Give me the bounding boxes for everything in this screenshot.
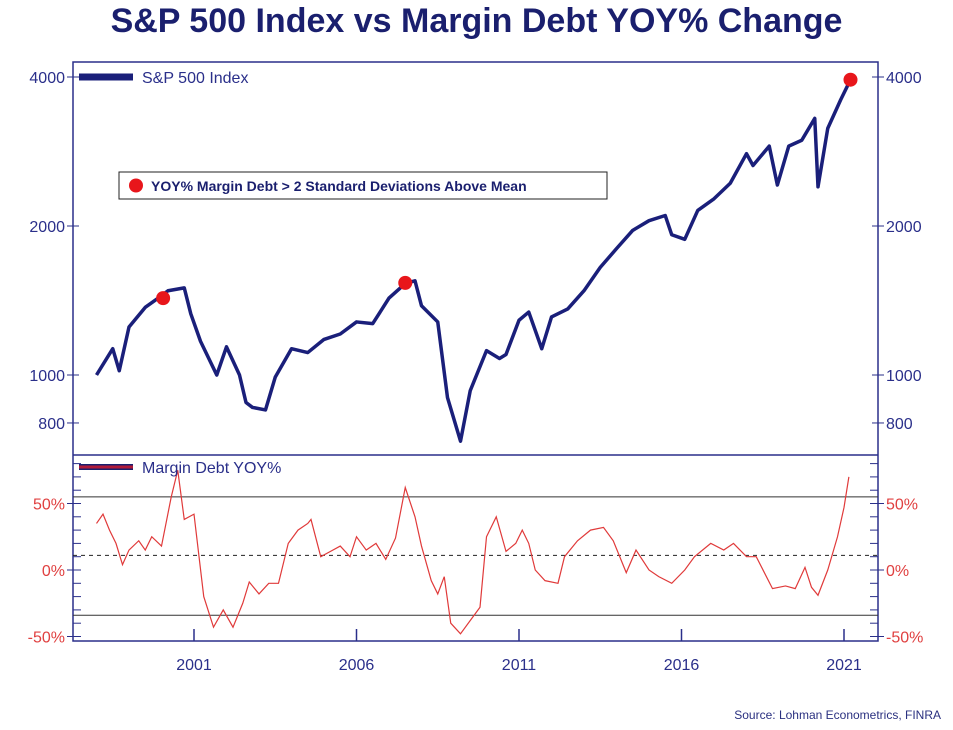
- y-tick-label-left: 4000: [29, 70, 65, 87]
- y-tick-label-right: 50%: [886, 497, 918, 514]
- x-tick-label: 2011: [502, 657, 537, 674]
- y-tick-label-right: -50%: [886, 630, 923, 647]
- signal-marker: [156, 291, 171, 306]
- y-tick-label-left: 1000: [29, 368, 65, 385]
- marker-legend-dot: [129, 178, 143, 193]
- signal-marker: [398, 275, 413, 290]
- legend-label-sp500: S&P 500 Index: [142, 70, 248, 87]
- x-tick-label: 2016: [664, 657, 700, 674]
- y-tick-label-left: 50%: [33, 497, 65, 514]
- y-tick-label-left: 2000: [29, 219, 65, 236]
- y-tick-label-right: 2000: [886, 219, 922, 236]
- sp500-line: [95, 78, 853, 443]
- y-tick-label-left: 800: [38, 416, 65, 433]
- y-tick-label-right: 4000: [886, 70, 922, 87]
- chart-title: S&P 500 Index vs Margin Debt YOY% Change: [110, 2, 843, 40]
- x-tick-label: 2001: [176, 657, 212, 674]
- y-tick-label-right: 0%: [886, 563, 909, 580]
- plot-frame: [72, 61, 879, 642]
- y-tick-label-left: 0%: [42, 563, 65, 580]
- margin-debt-line: [96, 470, 850, 635]
- x-tick-label: 2021: [826, 657, 862, 674]
- x-tick-label: 2006: [339, 657, 375, 674]
- marker-legend-box: [118, 171, 608, 200]
- legend-label-margin: Margin Debt YOY%: [142, 460, 281, 477]
- source-note: Source: Lohman Econometrics, FINRA: [734, 708, 941, 722]
- marker-legend-label: YOY% Margin Debt > 2 Standard Deviations…: [151, 178, 527, 194]
- y-tick-label-left: -50%: [28, 630, 65, 647]
- y-tick-label-right: 1000: [886, 368, 922, 385]
- y-tick-label-right: 800: [886, 416, 913, 433]
- signal-marker: [843, 72, 858, 87]
